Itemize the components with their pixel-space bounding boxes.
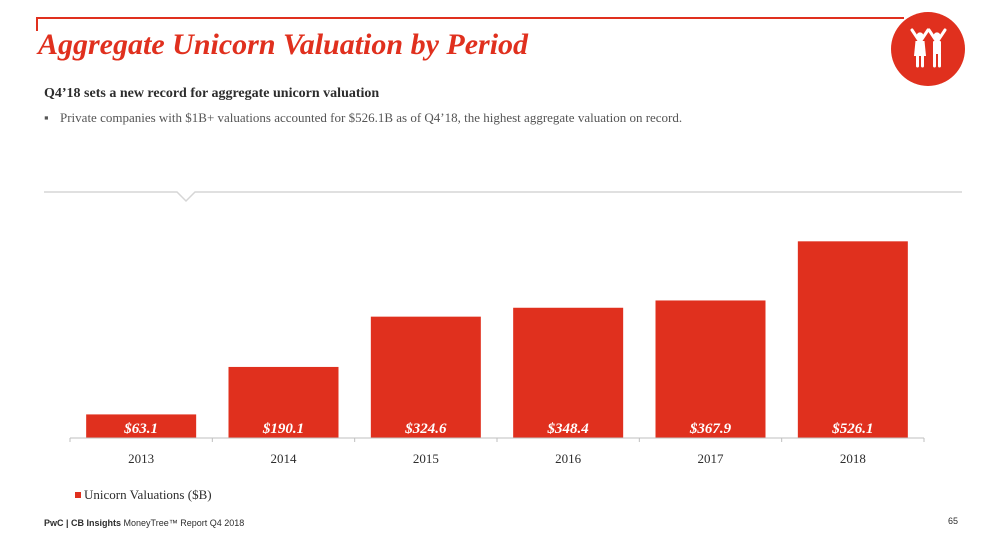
footer-brand: PwC | CB Insights [44, 518, 122, 528]
bullet-text-content: Private companies with $1B+ valuations a… [60, 110, 683, 125]
two-people-cheering-icon [891, 12, 965, 86]
footer-report: MoneyTree™ Report Q4 2018 [123, 518, 245, 528]
bar-2018 [797, 241, 908, 438]
data-label-2016: $348.4 [547, 421, 590, 437]
header-frame-line [36, 17, 904, 19]
bullet-marker: ▪ [44, 110, 49, 125]
page-title: Aggregate Unicorn Valuation by Period [38, 28, 529, 61]
bar-2015 [370, 316, 481, 438]
x-tick-label-2013: 2013 [128, 451, 154, 466]
x-tick-label-2018: 2018 [840, 451, 866, 466]
chart-legend: Unicorn Valuations ($B) [75, 487, 212, 503]
data-label-2015: $324.6 [404, 421, 447, 437]
x-tick-label-2017: 2017 [698, 451, 725, 466]
data-label-2014: $190.1 [262, 421, 304, 437]
bar-2013 [86, 414, 197, 438]
header-frame-corner [36, 17, 38, 31]
bar-2017 [655, 300, 766, 438]
x-tick-label-2015: 2015 [413, 451, 439, 466]
x-tick-label-2014: 2014 [271, 451, 298, 466]
subtitle: Q4’18 sets a new record for aggregate un… [44, 86, 380, 101]
bar-2016 [513, 307, 624, 438]
legend-swatch [75, 492, 81, 498]
data-label-2017: $367.9 [689, 421, 732, 437]
footer-source: PwC | CB Insights MoneyTree™ Report Q4 2… [44, 518, 244, 528]
bar-2014 [228, 366, 339, 438]
x-tick-label-2016: 2016 [555, 451, 582, 466]
data-label-2013: $63.1 [123, 421, 158, 437]
bullet-text: ▪ Private companies with $1B+ valuations … [44, 110, 682, 126]
page-number: 65 [948, 516, 959, 526]
data-label-2018: $526.1 [831, 421, 873, 437]
legend-label: Unicorn Valuations ($B) [84, 487, 212, 502]
